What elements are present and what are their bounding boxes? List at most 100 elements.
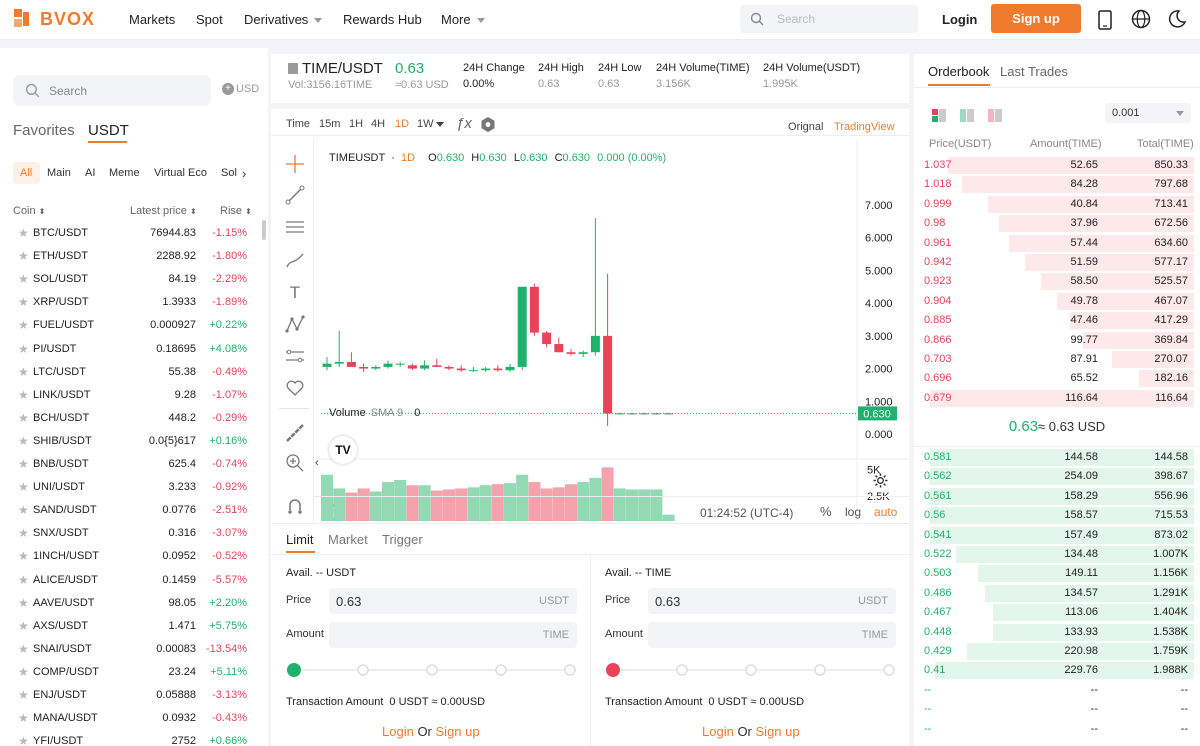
crosshair-icon[interactable] <box>284 153 306 175</box>
ask-row[interactable]: 0.679 116.64 116.64 <box>922 389 1194 407</box>
column-rise-header[interactable]: Rise ⬍ <box>220 205 252 217</box>
interval-1d[interactable]: 1D <box>395 118 410 130</box>
category-sol[interactable]: Sol <box>221 167 237 179</box>
view-both-icon[interactable] <box>932 109 946 125</box>
ask-row[interactable]: 0.885 47.46 417.29 <box>922 312 1194 330</box>
coin-row[interactable]: ★ PI/USDT 0.18695 +4.08% <box>0 338 262 361</box>
coin-row[interactable]: ★ BTC/USDT 76944.83 -1.15% <box>0 222 262 245</box>
ask-row[interactable]: 0.696 65.52 182.16 <box>922 370 1194 388</box>
bid-row[interactable]: 0.467 113.06 1.404K <box>922 604 1194 622</box>
category-meme[interactable]: Meme <box>109 167 140 179</box>
order-tab-market[interactable]: Market <box>328 532 368 547</box>
zoom-in-icon[interactable] <box>284 452 306 474</box>
star-icon[interactable]: ★ <box>18 318 29 333</box>
tab-favorites[interactable]: Favorites <box>13 122 75 139</box>
star-icon[interactable]: ★ <box>18 549 29 564</box>
star-icon[interactable]: ★ <box>18 480 29 495</box>
order-tab-limit[interactable]: Limit <box>286 532 314 547</box>
coin-row[interactable]: ★ ALICE/USDT 0.1459 -5.57% <box>0 569 262 592</box>
ask-row[interactable]: 0.999 40.84 713.41 <box>922 195 1194 213</box>
bid-row[interactable]: 0.541 157.49 873.02 <box>922 526 1194 544</box>
nav-rewards-hub[interactable]: Rewards Hub <box>343 12 422 27</box>
star-icon[interactable]: ★ <box>18 618 29 633</box>
fib-lines-icon[interactable] <box>284 217 306 239</box>
buy-price-input[interactable]: 0.63 USDT <box>329 588 577 614</box>
star-icon[interactable]: ★ <box>18 226 29 240</box>
theme-moon-icon[interactable] <box>1167 9 1187 29</box>
ruler-icon[interactable] <box>284 422 306 444</box>
star-icon[interactable]: ★ <box>18 734 29 746</box>
sell-amount-slider[interactable] <box>604 660 898 680</box>
pair-name[interactable]: TIME/USDT <box>302 60 383 77</box>
nav-spot[interactable]: Spot <box>196 12 223 27</box>
chevron-left-icon[interactable]: ‹ <box>315 457 319 469</box>
coin-row[interactable]: ★ AXS/USDT 1.471 +5.75% <box>0 615 262 638</box>
star-icon[interactable]: ★ <box>18 272 29 287</box>
percent-scale-toggle[interactable]: % <box>820 504 832 519</box>
star-icon[interactable]: ★ <box>18 433 29 448</box>
star-icon[interactable]: ★ <box>18 688 29 702</box>
nav-derivatives[interactable]: Derivatives <box>244 12 323 27</box>
coin-row[interactable]: ★ BCH/USDT 448.2 -0.29% <box>0 407 262 430</box>
interval-1w[interactable]: 1W <box>417 118 444 130</box>
coin-row[interactable]: ★ LTC/USDT 55.38 -0.49% <box>0 361 262 384</box>
star-icon[interactable]: ★ <box>18 711 29 726</box>
log-scale-toggle[interactable]: log <box>845 505 862 519</box>
category-ai[interactable]: AI <box>85 167 96 179</box>
buy-login-link[interactable]: Login <box>382 724 414 739</box>
brush-icon[interactable] <box>284 249 306 271</box>
coin-row[interactable]: ★ SAND/USDT 0.0776 -2.51% <box>0 499 262 522</box>
buy-amount-input[interactable]: TIME <box>329 622 577 648</box>
signup-button[interactable]: Sign up <box>991 4 1081 33</box>
settings-hex-icon[interactable] <box>481 117 495 135</box>
scrollbar-thumb[interactable] <box>262 220 266 240</box>
star-icon[interactable]: ★ <box>18 341 29 356</box>
ask-row[interactable]: 0.961 57.44 634.60 <box>922 234 1194 252</box>
coin-row[interactable]: ★ 1INCH/USDT 0.0952 -0.52% <box>0 545 262 568</box>
bid-row[interactable]: 0.448 133.93 1.538K <box>922 623 1194 641</box>
heart-icon[interactable] <box>284 377 306 399</box>
bid-row[interactable]: -- -- -- <box>922 682 1194 699</box>
star-icon[interactable]: ★ <box>18 664 29 679</box>
precision-select[interactable]: 0.001 <box>1105 103 1191 123</box>
ask-row[interactable]: 1.037 52.65 850.33 <box>922 157 1194 174</box>
login-button[interactable]: Login <box>942 12 978 27</box>
order-tab-trigger[interactable]: Trigger <box>382 532 423 547</box>
coin-row[interactable]: ★ BNB/USDT 625.4 -0.74% <box>0 453 262 476</box>
tradingview-logo[interactable]: TV <box>329 436 357 464</box>
interval-15m[interactable]: 15m <box>319 118 341 130</box>
star-icon[interactable]: ★ <box>18 526 29 541</box>
ask-row[interactable]: 0.866 99.77 369.84 <box>922 331 1194 349</box>
coin-row[interactable]: ★ ETH/USDT 2288.92 -1.80% <box>0 245 262 268</box>
ask-row[interactable]: 0.923 58.50 525.57 <box>922 273 1194 291</box>
bid-row[interactable]: 0.41 229.76 1.988K <box>922 662 1194 680</box>
coin-row[interactable]: ★ UNI/USDT 3.233 -0.92% <box>0 476 262 499</box>
coin-row[interactable]: ★ LINK/USDT 9.28 -1.07% <box>0 384 262 407</box>
bid-row[interactable]: 0.486 134.57 1.291K <box>922 584 1194 602</box>
pattern-icon[interactable] <box>284 313 306 335</box>
interval-time[interactable]: Time <box>286 118 311 130</box>
coin-row[interactable]: ★ SHIB/USDT 0.0{5}617 +0.16% <box>0 430 262 453</box>
currency-plus-icon[interactable]: + <box>222 83 234 95</box>
indicators-fx-icon[interactable]: ƒx <box>456 115 472 132</box>
header-search-input[interactable]: Search <box>740 5 918 33</box>
star-icon[interactable]: ★ <box>18 249 29 264</box>
market-search-input[interactable]: Search <box>13 75 211 106</box>
coin-row[interactable]: ★ XRP/USDT 1.3933 -1.89% <box>0 291 262 314</box>
ask-row[interactable]: 0.703 87.91 270.07 <box>922 351 1194 368</box>
coin-row[interactable]: ★ MANA/USDT 0.0932 -0.43% <box>0 707 262 730</box>
sell-login-link[interactable]: Login <box>702 724 734 739</box>
column-coin-header[interactable]: Coin ⬍ <box>13 205 45 217</box>
view-tradingview[interactable]: TradingView <box>834 121 895 133</box>
brand-name[interactable]: BVOX <box>40 9 96 29</box>
interval-4h[interactable]: 4H <box>371 118 386 130</box>
star-icon[interactable]: ★ <box>18 641 29 656</box>
ask-row[interactable]: 0.904 49.78 467.07 <box>922 292 1194 310</box>
coin-row[interactable]: ★ ENJ/USDT 0.05888 -3.13% <box>0 684 262 707</box>
category-all[interactable]: All <box>13 162 40 184</box>
category-virtual-eco[interactable]: Virtual Eco <box>154 167 207 179</box>
currency-selector[interactable]: USD <box>236 83 260 95</box>
mobile-app-icon[interactable] <box>1097 10 1113 30</box>
buy-signup-link[interactable]: Sign up <box>435 724 480 739</box>
sell-amount-input[interactable]: TIME <box>648 622 896 648</box>
